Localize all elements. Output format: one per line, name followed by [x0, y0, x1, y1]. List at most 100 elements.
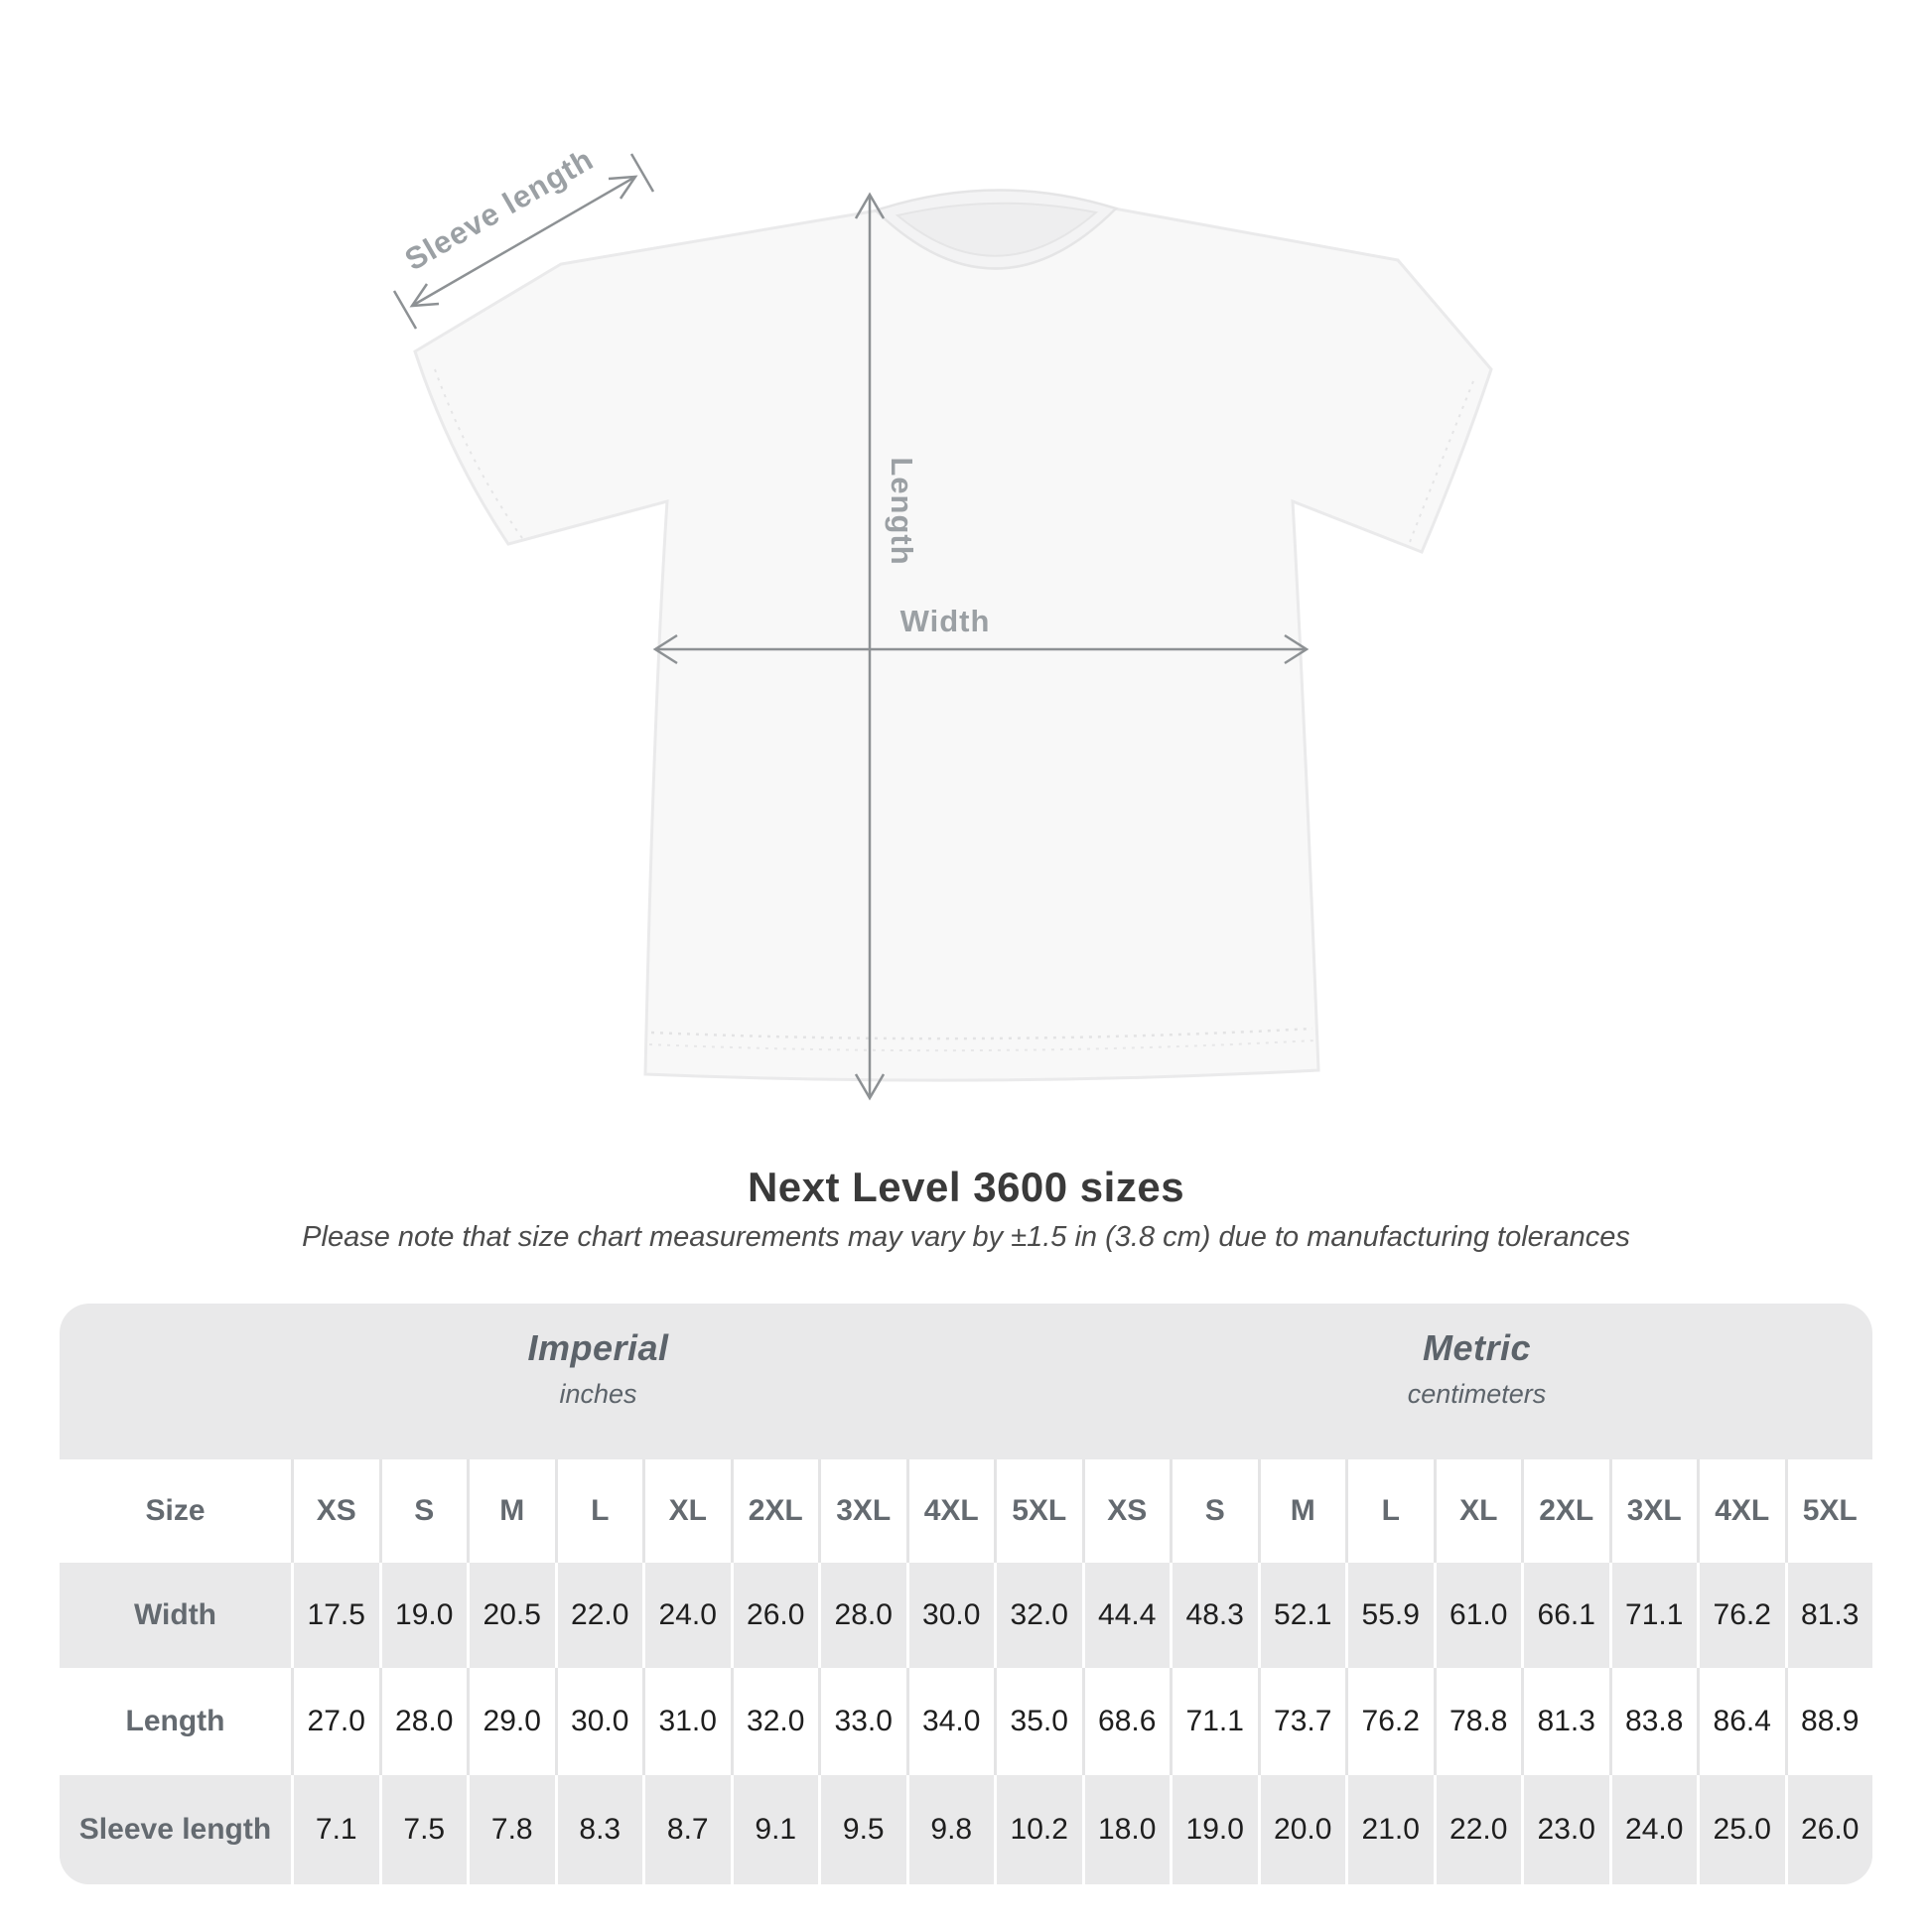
cell-value: 20.5	[467, 1563, 555, 1668]
cell-value: 19.0	[1170, 1775, 1258, 1884]
width-arrow	[652, 633, 1310, 665]
page-title: Next Level 3600 sizes	[747, 1164, 1185, 1210]
cell-value: 21.0	[1345, 1775, 1434, 1884]
cell-value: 81.3	[1521, 1668, 1609, 1775]
cell-value: 9.5	[818, 1775, 906, 1884]
size-col-header: 4XL	[905, 1459, 995, 1563]
cell-value: 76.2	[1697, 1563, 1785, 1668]
cell-value: 22.0	[554, 1563, 643, 1668]
cell-value: 34.0	[905, 1668, 995, 1775]
size-col-header: L	[1345, 1459, 1434, 1563]
cell-value: 48.3	[1170, 1563, 1258, 1668]
cell-value: 23.0	[1521, 1775, 1609, 1884]
size-col-header: S	[1170, 1459, 1258, 1563]
size-col-header: M	[467, 1459, 555, 1563]
size-table: Imperial inches Metric centimeters Size XS S M L…	[60, 1304, 1872, 1884]
cell-value: 52.1	[1257, 1563, 1346, 1668]
size-col-header: 2XL	[730, 1459, 819, 1563]
cell-value: 71.1	[1608, 1563, 1698, 1668]
cell-value: 17.5	[291, 1563, 379, 1668]
width-label: Width	[900, 604, 991, 638]
cell-value: 30.0	[554, 1668, 643, 1775]
size-col-header: L	[554, 1459, 643, 1563]
row-label: Sleeve length	[78, 1813, 272, 1846]
cell-value: 68.6	[1081, 1668, 1171, 1775]
hem-stitch-2	[648, 1039, 1315, 1052]
tshirt-body	[413, 191, 1493, 1082]
cell-value: 78.8	[1433, 1668, 1522, 1775]
cell-value: 8.3	[554, 1775, 643, 1884]
cell-value: 8.7	[642, 1775, 731, 1884]
tshirt-measurement-diagram: Sleeve length Length Width	[392, 142, 1493, 1101]
right-cuff-stitch	[1409, 380, 1474, 543]
cell-value: 24.0	[1608, 1775, 1698, 1884]
cell-value: 32.0	[730, 1668, 819, 1775]
row-label: Width	[133, 1598, 217, 1631]
cell-value: 33.0	[818, 1668, 906, 1775]
size-col-header: S	[378, 1459, 468, 1563]
size-col-header: 4XL	[1697, 1459, 1785, 1563]
measure-row-length: Length 27.0 28.0 29.0 30.0 31.0 32.0 33.0 34.0 35…	[60, 1668, 1872, 1775]
cell-value: 31.0	[642, 1668, 731, 1775]
cell-value: 20.0	[1257, 1775, 1346, 1884]
cell-value: 30.0	[905, 1563, 995, 1668]
cell-value: 83.8	[1608, 1668, 1698, 1775]
sleeve-length-arrow	[392, 153, 655, 330]
tshirt-graphic	[413, 189, 1493, 1082]
size-col-header: XL	[642, 1459, 731, 1563]
size-col-header: 5XL	[1784, 1459, 1873, 1563]
cell-value: 71.1	[1170, 1668, 1258, 1775]
row-label: Length	[125, 1705, 225, 1737]
cell-value: 22.0	[1433, 1775, 1522, 1884]
cell-value: 18.0	[1081, 1775, 1171, 1884]
size-header-row: Size XS S M L XL 2XL 3XL 4XL 5XL XS S M L XL 2XL 3XL 4XL 5…	[60, 1459, 1872, 1563]
cell-value: 29.0	[467, 1668, 555, 1775]
cell-value: 26.0	[1784, 1775, 1873, 1884]
cell-value: 7.1	[291, 1775, 379, 1884]
cell-value: 7.8	[467, 1775, 555, 1884]
cell-value: 66.1	[1521, 1563, 1609, 1668]
unit-header-row: Imperial inches Metric centimeters	[60, 1304, 1872, 1459]
unit-group-sublabel: centimeters	[1407, 1379, 1547, 1409]
length-arrow	[854, 192, 886, 1101]
size-col-header: XS	[291, 1459, 379, 1563]
length-label: Length	[885, 457, 919, 565]
cell-value: 61.0	[1433, 1563, 1522, 1668]
cell-value: 9.8	[905, 1775, 995, 1884]
cell-value: 81.3	[1784, 1563, 1873, 1668]
cell-value: 28.0	[378, 1668, 468, 1775]
cell-value: 26.0	[730, 1563, 819, 1668]
size-col-header: XS	[1081, 1459, 1171, 1563]
cell-value: 88.9	[1784, 1668, 1873, 1775]
cell-value: 24.0	[642, 1563, 731, 1668]
cell-value: 28.0	[818, 1563, 906, 1668]
cell-value: 10.2	[994, 1775, 1082, 1884]
cell-value: 19.0	[378, 1563, 468, 1668]
size-col-header: 3XL	[818, 1459, 906, 1563]
size-col-header: 5XL	[994, 1459, 1082, 1563]
size-col-header: 3XL	[1608, 1459, 1698, 1563]
sleeve-length-label: Sleeve length	[399, 142, 600, 278]
cell-value: 73.7	[1257, 1668, 1346, 1775]
measurement-arrows	[392, 153, 1310, 1101]
size-corner-header: Size	[145, 1494, 206, 1527]
measure-row-sleeve-length: Sleeve length 7.1 7.5 7.8 8.3 8.7 9.1 9.5 9.8 10.…	[60, 1775, 1872, 1884]
unit-group-metric: Metric centimeters	[1081, 1304, 1872, 1459]
unit-group-imperial: Imperial inches	[60, 1304, 1081, 1459]
cell-value: 44.4	[1081, 1563, 1171, 1668]
cell-value: 9.1	[730, 1775, 819, 1884]
cell-value: 86.4	[1697, 1668, 1785, 1775]
cell-value: 35.0	[994, 1668, 1082, 1775]
cell-value: 25.0	[1697, 1775, 1785, 1884]
hem-stitch	[650, 1027, 1313, 1040]
cell-value: 7.5	[378, 1775, 468, 1884]
page-subtitle: Please note that size chart measurements…	[302, 1221, 1630, 1253]
unit-group-label: Metric	[1422, 1327, 1532, 1368]
size-col-header: M	[1257, 1459, 1346, 1563]
cell-value: 27.0	[291, 1668, 379, 1775]
unit-group-sublabel: inches	[559, 1379, 637, 1409]
cell-value: 76.2	[1345, 1668, 1434, 1775]
collar-opening	[895, 202, 1099, 257]
cell-value: 32.0	[994, 1563, 1082, 1668]
